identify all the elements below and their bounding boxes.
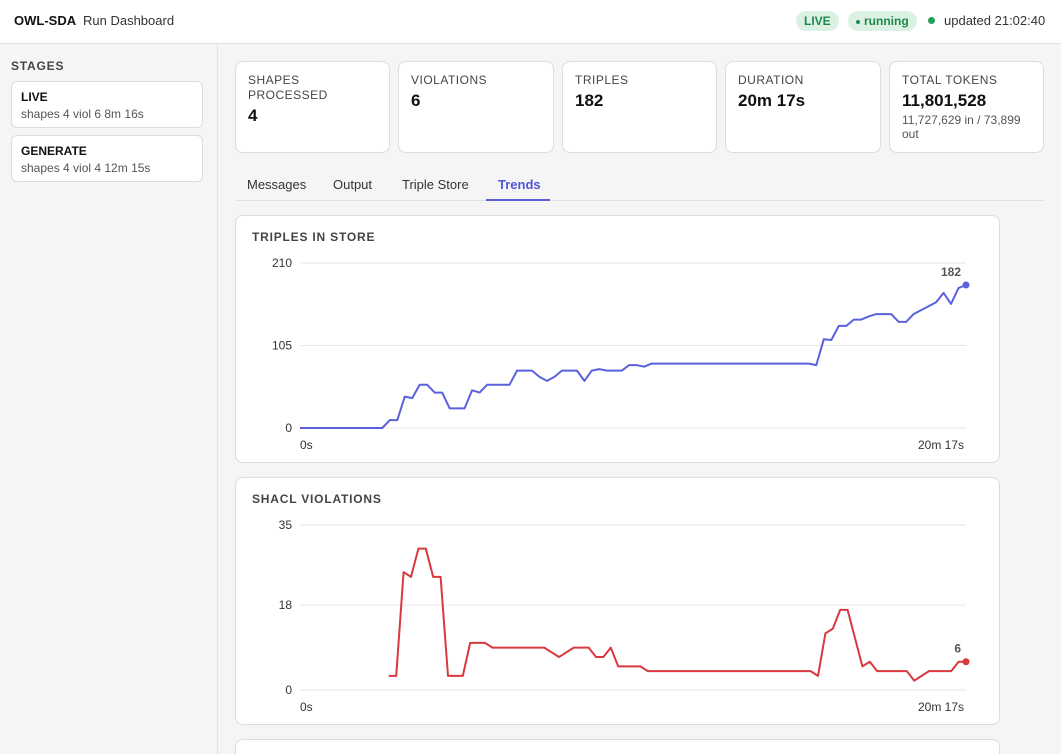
last-value-label: 182 [941, 265, 961, 279]
y-tick-label: 0 [285, 421, 292, 435]
stage-item-live[interactable]: LIVE shapes 4 viol 6 8m 16s [11, 81, 203, 128]
x-tick-label: 0s [300, 438, 313, 452]
chart-title: TRIPLES IN STORE [252, 230, 376, 244]
top-bar: OWL-SDA Run Dashboard LIVE running updat… [0, 0, 1061, 44]
stat-label: TRIPLES [575, 73, 629, 87]
status-dot-icon [928, 17, 935, 24]
stage-name: GENERATE [21, 144, 87, 158]
sidebar-title: STAGES [11, 59, 65, 73]
running-label: running [864, 14, 909, 28]
stat-card-total-tokens: TOTAL TOKENS 11,801,528 11,727,629 in / … [889, 61, 1044, 153]
stage-meta: shapes 4 viol 4 12m 15s [21, 161, 151, 175]
stat-card-shapes-processed: SHAPES PROCESSED 4 [235, 61, 390, 153]
triples-chart: 0 105 210 0s 20m 17s 182 [272, 256, 970, 452]
last-value-label: 6 [954, 642, 961, 656]
tab-messages[interactable]: Messages [247, 177, 307, 192]
updated-timestamp: updated 21:02:40 [944, 13, 1046, 28]
tab-triple-store[interactable]: Triple Store [402, 177, 469, 192]
stat-value: 20m 17s [738, 91, 806, 110]
stat-value: 182 [575, 91, 604, 110]
stat-sub: 11,727,629 in / 73,899 out [902, 113, 1021, 141]
x-tick-label: 0s [300, 700, 313, 714]
stat-card-violations: VIOLATIONS 6 [398, 61, 554, 153]
tab-trends[interactable]: Trends [498, 177, 541, 192]
stat-label: VIOLATIONS [411, 73, 488, 87]
tab-bar: Messages Output Triple Store Trends [236, 170, 1044, 201]
running-badge: running [848, 11, 917, 31]
stat-card-duration: DURATION 20m 17s [725, 61, 881, 153]
chart-panel-violations: SHACL VIOLATIONS 0 18 35 0s 20m 17s 6 [235, 477, 1000, 725]
running-dot-icon [856, 19, 860, 24]
violations-chart: 0 18 35 0s 20m 17s 6 [279, 518, 970, 714]
chart-panel-triples: TRIPLES IN STORE 0 105 210 0s 20m 17s 182 [235, 215, 1000, 463]
chart-title: SHACL VIOLATIONS [252, 492, 382, 506]
stat-label: TOTAL TOKENS [902, 73, 998, 87]
app-brand: OWL-SDA [14, 13, 77, 28]
stat-label: DURATION [738, 73, 804, 87]
stat-value: 6 [411, 91, 421, 110]
stat-card-triples: TRIPLES 182 [562, 61, 717, 153]
last-point [962, 658, 970, 666]
stat-value: 11,801,528 [902, 91, 987, 110]
y-tick-label: 105 [272, 339, 292, 353]
active-tab-underline [486, 199, 550, 201]
y-tick-label: 210 [272, 256, 292, 270]
y-tick-label: 0 [285, 683, 292, 697]
stat-label: SHAPES PROCESSED [248, 73, 328, 102]
x-tick-label: 20m 17s [918, 438, 964, 452]
stage-meta: shapes 4 viol 6 8m 16s [21, 107, 144, 121]
last-point [962, 281, 970, 289]
tab-output[interactable]: Output [333, 177, 373, 192]
stage-item-generate[interactable]: GENERATE shapes 4 viol 4 12m 15s [11, 135, 203, 182]
y-tick-label: 18 [279, 598, 293, 612]
chart-panel-next [235, 739, 1000, 754]
x-tick-label: 20m 17s [918, 700, 964, 714]
sidebar: STAGES LIVE shapes 4 viol 6 8m 16s GENER… [0, 44, 218, 754]
live-badge: LIVE [796, 11, 839, 31]
series-line [300, 284, 967, 429]
series-line [388, 547, 966, 682]
stage-name: LIVE [21, 90, 48, 104]
page-subtitle: Run Dashboard [83, 13, 175, 28]
y-tick-label: 35 [279, 518, 293, 532]
stat-value: 4 [248, 106, 258, 125]
